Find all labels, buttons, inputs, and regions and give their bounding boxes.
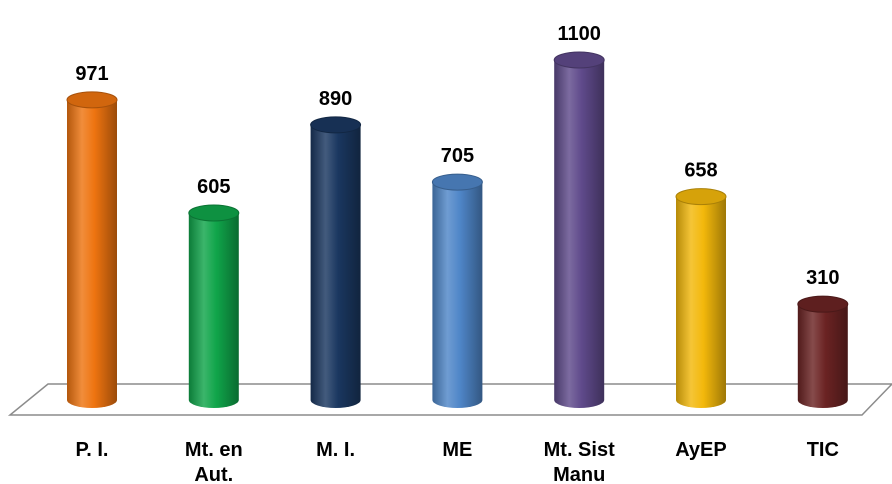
- bar: [66, 91, 118, 408]
- bar: [310, 116, 362, 408]
- value-label: 890: [319, 88, 352, 110]
- category-label-line: TIC: [807, 439, 839, 461]
- category-label-line: AyEP: [675, 439, 727, 461]
- bar: [675, 188, 727, 408]
- bar-top: [797, 295, 849, 313]
- value-label: 705: [441, 145, 474, 167]
- bar-top: [66, 91, 118, 109]
- value-label: 971: [75, 63, 108, 85]
- category-labels-group: P. I. Mt. en Aut. M. I. ME Mt. Sist Manu AyEP TI…: [76, 439, 839, 484]
- value-label: 605: [197, 176, 230, 198]
- value-label: 658: [684, 160, 717, 182]
- bar: [553, 51, 605, 408]
- value-label: 1100: [558, 23, 601, 45]
- bar-top: [675, 188, 727, 206]
- bar-top: [310, 116, 362, 134]
- category-label: Mt. en Aut.: [185, 439, 243, 484]
- bar-body: [797, 304, 848, 408]
- bar: [797, 295, 849, 408]
- category-label-line: Manu: [553, 464, 605, 484]
- category-label: M. I.: [316, 439, 355, 461]
- bar-top: [188, 204, 240, 222]
- category-label-line: ME: [442, 439, 472, 461]
- category-label: ME: [442, 439, 472, 461]
- bar-body: [432, 182, 483, 408]
- value-labels-group: 971 605 890 705 1100 658 310: [75, 23, 839, 289]
- bar: [188, 204, 240, 408]
- bar-body: [310, 124, 361, 408]
- bar-body: [554, 60, 605, 408]
- category-label: P. I.: [76, 439, 109, 461]
- bar-body: [676, 196, 726, 408]
- category-label-line: M. I.: [316, 439, 355, 461]
- category-label-line: P. I.: [76, 439, 109, 461]
- bar-top: [431, 173, 483, 191]
- category-label: TIC: [807, 439, 839, 461]
- category-label-line: Aut.: [194, 464, 233, 484]
- bar-body: [67, 99, 117, 408]
- bar: [431, 173, 483, 408]
- value-label: 310: [806, 267, 839, 289]
- category-label: AyEP: [675, 439, 727, 461]
- category-label-line: Mt. en: [185, 439, 243, 461]
- bars-group: [66, 51, 849, 408]
- category-label: Mt. Sist Manu: [544, 439, 615, 484]
- category-label-line: Mt. Sist: [544, 439, 615, 461]
- bar-body: [188, 213, 239, 408]
- bar-top: [553, 51, 605, 69]
